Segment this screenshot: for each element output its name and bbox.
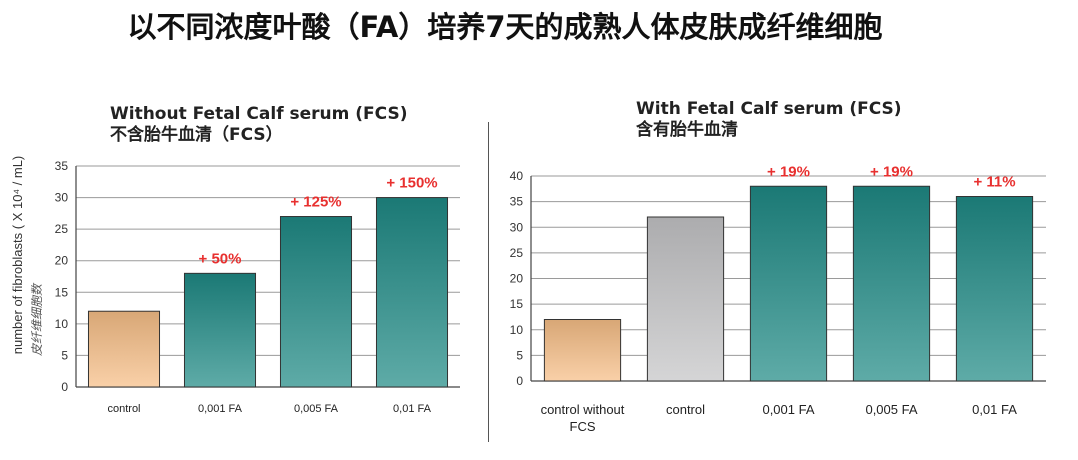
chart-divider [488,122,489,442]
y-tick-label: 15 [510,297,524,311]
y-tick-label: 10 [510,323,524,337]
bar [749,185,828,382]
bar-annotation: + 50% [199,250,242,267]
y-tick-label: 5 [61,348,68,362]
chart1-plot: 0 5 10 15 20 25 30 35 control 0,001 FA + 50% 0,005 … [55,159,460,415]
y-tick-label: 25 [510,246,524,260]
bar [852,185,931,382]
y-tick-label: 25 [55,222,69,236]
x-tick-label: 0,005 FA [865,402,917,417]
chart1-title-block: Without Fetal Calf serum (FCS) 不含胎牛血清（FC… [110,104,407,146]
bar [279,216,353,388]
x-tick-label: 0,01 FA [393,403,432,415]
bar-annotation: + 150% [386,175,437,192]
chart2-title-block: With Fetal Calf serum (FCS) 含有胎牛血清 [636,99,902,141]
chart2-title: With Fetal Calf serum (FCS) [636,99,902,119]
bar [543,319,622,382]
chart2-plot: 0 5 10 15 20 25 30 35 40 control without FCS contro… [510,163,1046,434]
x-tick-label: 0,001 FA [198,403,243,415]
bar-annotation: + 11% [973,174,1015,191]
bar [183,272,257,388]
y-tick-label: 35 [55,159,69,173]
x-tick-label: control [107,403,140,415]
bar-annotation: + 19% [767,163,810,180]
y-tick-label: 20 [55,254,69,268]
x-tick-label: control without FCS [541,402,625,434]
y-tick-label: 0 [61,380,68,394]
bar [375,197,449,388]
y-tick-label: 5 [516,348,523,362]
chart1-title: Without Fetal Calf serum (FCS) [110,104,408,124]
x-tick-label: 0,001 FA [762,402,814,417]
y-axis-label-en: number of fibroblasts ( X 10⁴ / mL) [10,156,25,355]
y-tick-label: 35 [510,195,524,209]
y-tick-label: 40 [510,169,524,183]
bar [646,216,725,382]
x-tick-label: 0,01 FA [972,402,1017,417]
page-title: 以不同浓度叶酸（FA）培养7天的成熟人体皮肤成纤维细胞 [127,10,883,44]
x-tick-label: control [666,402,705,417]
y-tick-label: 30 [55,191,69,205]
y-tick-label: 0 [516,374,523,388]
bar [87,310,161,388]
y-tick-label: 10 [55,317,69,331]
bar-annotation: + 19% [870,163,913,180]
y-axis-title: number of fibroblasts ( X 10⁴ / mL) 皮纤维细… [4,120,50,390]
bar [955,196,1034,382]
bar-annotation: + 125% [290,194,341,211]
chart1-subtitle: 不含胎牛血清（FCS） [110,125,283,145]
chart2-subtitle: 含有胎牛血清 [636,120,738,140]
y-tick-label: 15 [55,285,69,299]
x-tick-label: 0,005 FA [294,403,339,415]
y-axis-label-cn: 皮纤维细胞数 [30,282,44,356]
y-tick-label: 20 [510,272,524,286]
y-tick-label: 30 [510,220,524,234]
